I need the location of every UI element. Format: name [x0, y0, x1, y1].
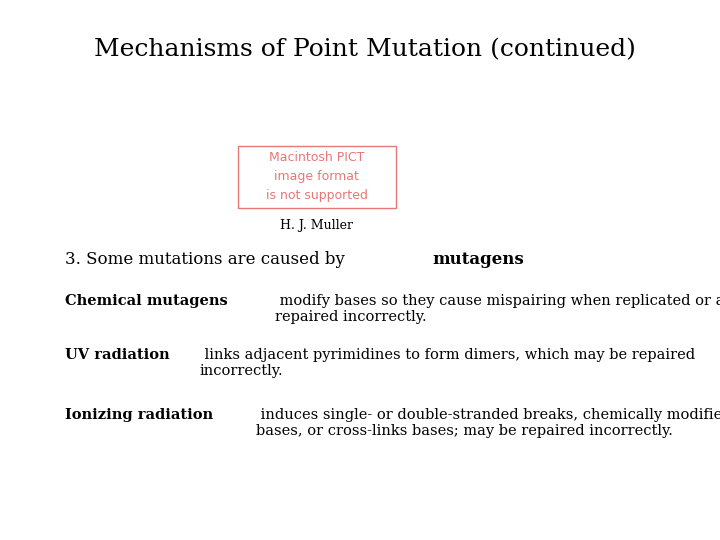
Text: links adjacent pyrimidines to form dimers, which may be repaired
incorrectly.: links adjacent pyrimidines to form dimer… [199, 348, 695, 379]
FancyBboxPatch shape [238, 146, 396, 208]
Text: UV radiation: UV radiation [65, 348, 169, 362]
Text: image format: image format [274, 170, 359, 183]
Text: 3. Some mutations are caused by: 3. Some mutations are caused by [65, 251, 350, 268]
Text: mutagens: mutagens [433, 251, 524, 268]
Text: Chemical mutagens: Chemical mutagens [65, 294, 228, 308]
Text: modify bases so they cause mispairing when replicated or are
repaired incorrectl: modify bases so they cause mispairing wh… [275, 294, 720, 325]
Text: Macintosh PICT: Macintosh PICT [269, 151, 364, 164]
Text: induces single- or double-stranded breaks, chemically modifies
bases, or cross-l: induces single- or double-stranded break… [256, 408, 720, 438]
Text: is not supported: is not supported [266, 189, 368, 202]
Text: Ionizing radiation: Ionizing radiation [65, 408, 213, 422]
Text: Mechanisms of Point Mutation (continued): Mechanisms of Point Mutation (continued) [94, 38, 636, 61]
Text: H. J. Muller: H. J. Muller [280, 219, 354, 232]
